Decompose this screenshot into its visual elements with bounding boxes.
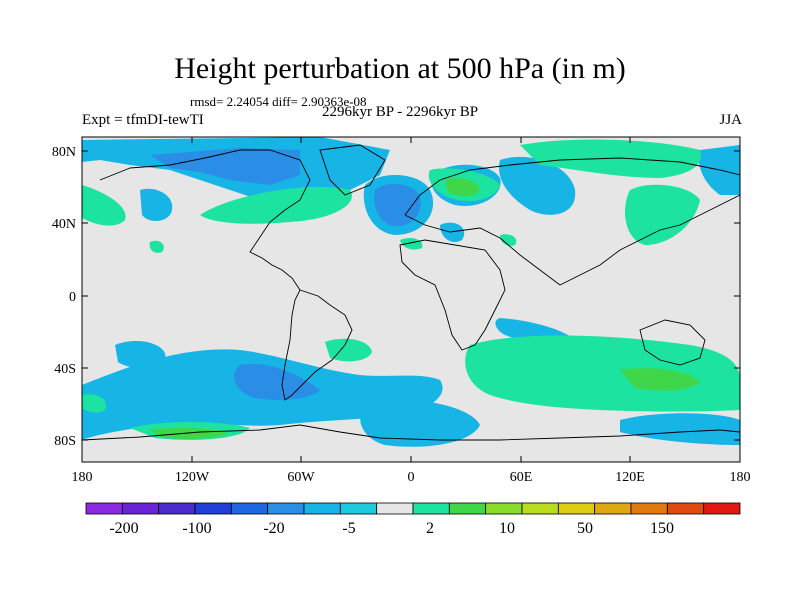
- contour-field: [82, 137, 740, 447]
- colorbar-swatch: [557, 502, 596, 515]
- lon-ticks: [81, 137, 741, 462]
- contour-blue-north-america: [150, 148, 300, 185]
- period-label: 2296kyr BP - 2296kyr BP: [322, 104, 479, 120]
- coastline-antarctica: [82, 424, 740, 441]
- colorbar-swatch: [230, 502, 269, 515]
- contour-green-greenland-core: [445, 178, 480, 197]
- colorbar-labels: -200 -100 -20 -5 2 10 50 150: [109, 520, 674, 537]
- colorbar-label: 150: [650, 520, 674, 537]
- coastline-south-america: [281, 289, 353, 401]
- contour-green-north-africa: [400, 237, 423, 250]
- lat-label-0: 0: [69, 290, 76, 305]
- contour-green-south-pacific-core: [150, 427, 228, 439]
- contour-green-middle-east: [500, 234, 517, 246]
- colorbar-label: -20: [263, 520, 284, 537]
- colorbar-label: -5: [342, 520, 355, 537]
- colorbar-swatch: [303, 502, 341, 515]
- colorbar-swatch: [521, 502, 559, 515]
- colorbar-swatch: [194, 502, 232, 515]
- lon-label-60e: 60E: [510, 470, 533, 485]
- contour-green-indian-ocean: [465, 335, 740, 412]
- contour-green-indian-core: [620, 368, 700, 391]
- contour-blue-mediterranean: [440, 222, 465, 243]
- colorbar-swatch: [412, 502, 450, 515]
- colorbar-swatch: [121, 502, 160, 515]
- lon-label-120w: 120W: [175, 470, 210, 485]
- colorbar-swatch: [485, 502, 523, 515]
- lon-label-180e: 180: [730, 470, 751, 485]
- colorbar-label: -200: [109, 520, 138, 537]
- contour-green-south-atlantic: [325, 338, 372, 362]
- colorbar-swatch: [158, 502, 196, 515]
- lat-label-80s: 80S: [54, 434, 76, 449]
- contour-green-pacific: [82, 185, 126, 226]
- season-label: JJA: [719, 112, 742, 128]
- lat-ticks: [82, 150, 740, 441]
- contour-blue-pacific-north: [140, 188, 173, 222]
- lon-label-0: 0: [408, 470, 415, 485]
- experiment-label: Expt = tfmDI-tewTI: [82, 112, 204, 128]
- coastline-australia: [639, 319, 706, 366]
- colorbar-swatch: [267, 502, 305, 515]
- lat-label-80n: 80N: [52, 145, 76, 160]
- colorbar-swatch: [594, 502, 632, 515]
- colorbar-swatch: [448, 502, 487, 515]
- colorbar-label: 50: [577, 520, 593, 537]
- lat-label-40s: 40S: [54, 362, 76, 377]
- contour-blue-atlantic-core: [374, 183, 421, 227]
- contour-blue-south-pacific-core: [234, 364, 320, 400]
- contour-green-north-america: [200, 186, 352, 224]
- coastline-north-america: [99, 149, 311, 291]
- contour-green-pacific-small: [149, 240, 164, 253]
- contour-green-antarctic-east: [82, 394, 106, 413]
- colorbar-swatch: [703, 502, 741, 515]
- colorbar-label: 2: [426, 520, 434, 537]
- contour-blue-central-asia: [499, 156, 576, 215]
- colorbar-swatch: [630, 502, 668, 515]
- contour-green-east-asia: [625, 184, 700, 245]
- lon-label-180w: 180: [72, 470, 93, 485]
- colorbar-swatch: [376, 502, 414, 515]
- coastline-africa: [399, 239, 506, 351]
- colorbar-label: 10: [499, 520, 515, 537]
- lat-tick-labels: 80N 40N 0 40S 80S: [52, 145, 76, 449]
- coastline-eurasia: [404, 157, 740, 286]
- lat-label-40n: 40N: [52, 217, 76, 232]
- coastline-greenland: [319, 144, 386, 196]
- contour-blue-south-america: [115, 340, 166, 369]
- colorbar-swatch: [85, 502, 123, 515]
- colorbar-swatch: [339, 502, 378, 515]
- contour-blue-south-atlantic: [360, 398, 480, 447]
- plot-title: Height perturbation at 500 hPa (in m): [174, 52, 626, 85]
- lon-label-120e: 120E: [615, 470, 645, 485]
- contour-blue-southern-ocean-east: [620, 413, 740, 445]
- colorbar: [85, 502, 741, 515]
- coastlines: [82, 144, 740, 441]
- contour-green-siberia: [520, 139, 701, 178]
- lon-tick-labels: 180 120W 60W 0 60E 120E 180: [72, 470, 751, 485]
- lon-label-60w: 60W: [287, 470, 315, 485]
- colorbar-swatch: [666, 502, 705, 515]
- stats-label: rmsd= 2.24054 diff= 2.90363e-08: [190, 94, 367, 109]
- colorbar-label: -100: [182, 520, 211, 537]
